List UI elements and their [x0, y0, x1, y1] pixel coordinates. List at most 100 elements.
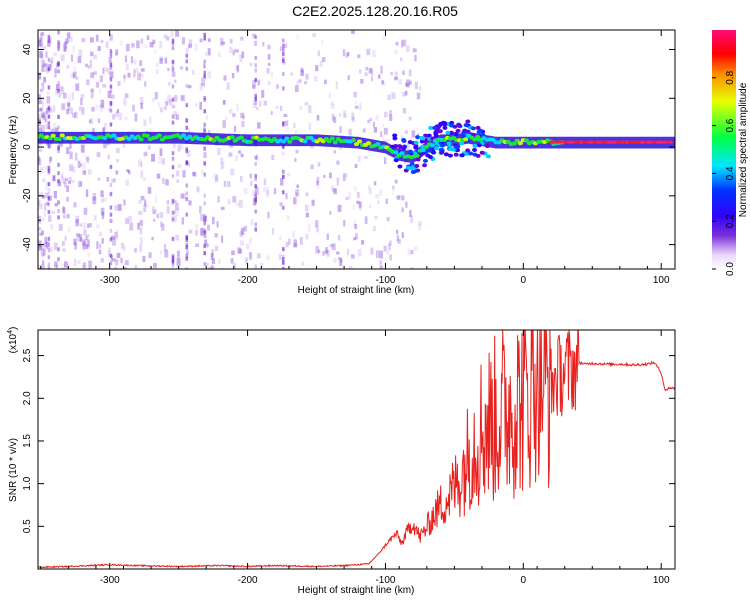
- spectrogram-streak-cell: [254, 209, 257, 214]
- spectrogram-streak-cell: [203, 109, 206, 114]
- spectrogram-noise-cell: [252, 190, 256, 197]
- spectrogram-noise-cell: [132, 104, 136, 112]
- spectrogram-noise-cell: [210, 253, 214, 260]
- spectrogram-noise-cell: [181, 37, 185, 45]
- spectrogram-noise-cell: [237, 64, 240, 73]
- spectrogram-noise-cell: [250, 219, 254, 226]
- spectrogram-noise-cell: [115, 229, 119, 238]
- spectrogram-noise-cell: [394, 77, 398, 81]
- spectrogram-noise-cell: [337, 204, 342, 212]
- spectrogram-noise-cell: [48, 215, 52, 222]
- spectrogram-noise-cell: [66, 196, 69, 202]
- spectrogram-streak-cell: [109, 100, 113, 105]
- spectrogram-ridge-core: [463, 137, 469, 142]
- spectrogram-noise-cell: [40, 167, 43, 174]
- spectrogram-noise-cell: [75, 83, 80, 91]
- spectrogram-noise-cell: [43, 212, 46, 217]
- spectrogram-noise-cell: [205, 243, 209, 248]
- spectrogram-noise-cell: [330, 103, 335, 109]
- spectrogram-noise-cell: [164, 105, 167, 111]
- spectrogram-noise-cell: [400, 134, 404, 139]
- spectrogram-noise-cell: [92, 196, 97, 205]
- spectrogram-streak-cell: [171, 156, 175, 161]
- spectrogram-y-axis-label: Frequency (Hz): [8, 116, 19, 185]
- spectrogram-noise-cell: [353, 220, 357, 229]
- spectrogram-noise-cell: [43, 64, 48, 72]
- spectrogram-noise-cell: [156, 213, 159, 219]
- spectrogram-noise-cell: [75, 215, 79, 224]
- spectrogram-streak-cell: [282, 86, 285, 91]
- spectrogram-streak-cell: [203, 214, 206, 219]
- spectrogram-noise-cell: [43, 63, 48, 67]
- spectrogram-noise-cell: [234, 49, 239, 53]
- spectrogram-noise-cell: [179, 66, 184, 70]
- spectrogram-noise-cell: [256, 122, 261, 129]
- colorbar-tick-label: 0.6: [725, 118, 736, 132]
- spectrogram-noise-cell: [351, 30, 355, 34]
- spectrogram-noise-cell: [404, 130, 408, 134]
- spectrogram-noise-cell: [51, 210, 56, 215]
- spectrogram-noise-cell: [238, 150, 241, 154]
- spectrogram-ridge-blob: [420, 136, 426, 141]
- spectrogram-noise-cell: [331, 185, 335, 192]
- spectrogram-noise-cell: [101, 238, 104, 244]
- spectrogram-noise-cell: [42, 60, 46, 67]
- spectrogram-noise-cell: [305, 192, 309, 197]
- spectrogram-noise-cell: [59, 86, 63, 92]
- spectrogram-noise-cell: [207, 71, 212, 78]
- spectrogram-ridge-core: [138, 137, 144, 142]
- spectrogram-noise-cell: [42, 114, 46, 120]
- spectrogram-streak-cell: [282, 121, 285, 126]
- spectrogram-noise-cell: [69, 176, 72, 183]
- spectrogram-streak-cell: [171, 210, 175, 215]
- spectrogram-noise-cell: [187, 127, 191, 133]
- spectrogram-streak-cell: [109, 84, 113, 89]
- spectrogram-noise-cell: [293, 239, 297, 247]
- spectrogram-streak-cell: [47, 266, 51, 269]
- spectrogram-noise-cell: [123, 98, 127, 106]
- spectrogram-noise-cell: [395, 229, 399, 235]
- spectrogram-noise-cell: [109, 71, 114, 79]
- snr-x-tick-label: -300: [100, 575, 120, 586]
- spectrogram-noise-cell: [279, 202, 283, 207]
- spectrogram-streak-cell: [282, 144, 285, 149]
- spectrogram-noise-cell: [87, 252, 91, 258]
- spectrogram-noise-cell: [124, 55, 128, 63]
- spectrogram-noise-cell: [211, 258, 215, 264]
- spectrogram-noise-cell: [232, 196, 237, 203]
- spectrogram-noise-cell: [75, 76, 79, 80]
- spectrogram-noise-cell: [99, 243, 102, 249]
- spectrogram-streak-cell: [282, 58, 285, 63]
- spectrogram-streak-cell: [203, 147, 206, 152]
- spectrogram-noise-cell: [320, 39, 324, 45]
- spectrogram-ridge-core: [399, 151, 405, 156]
- spectrogram-noise-cell: [138, 200, 142, 204]
- spectrogram-noise-cell: [93, 54, 98, 60]
- spectrogram-streak-cell: [185, 59, 189, 64]
- spectrogram-noise-cell: [343, 113, 348, 118]
- spectrogram-noise-cell: [38, 40, 42, 47]
- spectrogram-noise-cell: [41, 230, 45, 236]
- spectrogram-noise-cell: [336, 160, 340, 165]
- spectrogram-ridge-blob: [470, 126, 476, 131]
- spectrogram-noise-cell: [158, 101, 161, 109]
- spectrogram-noise-cell: [177, 164, 182, 168]
- spectrogram-streak-cell: [203, 221, 206, 226]
- spectrogram-ridge-blob: [459, 141, 465, 146]
- spectrogram-noise-cell: [139, 227, 143, 235]
- spectrogram-noise-cell: [295, 189, 300, 196]
- spectrogram-streak-cell: [109, 192, 113, 197]
- spectrogram-noise-cell: [88, 119, 92, 124]
- spectrogram-noise-cell: [311, 199, 315, 206]
- spectrogram-noise-cell: [41, 83, 45, 91]
- spectrogram-noise-cell: [151, 206, 156, 215]
- spectrogram-ridge-core: [135, 134, 141, 139]
- spectrogram-noise-cell: [324, 249, 329, 254]
- spectrogram-noise-cell: [81, 38, 86, 43]
- spectrogram-noise-cell: [363, 155, 368, 160]
- spectrogram-noise-cell: [100, 258, 104, 263]
- spectrogram-noise-cell: [80, 94, 85, 99]
- spectrogram-noise-cell: [368, 67, 373, 74]
- spectrogram-streak-cell: [171, 97, 175, 102]
- spectrogram-streak-cell: [254, 177, 257, 182]
